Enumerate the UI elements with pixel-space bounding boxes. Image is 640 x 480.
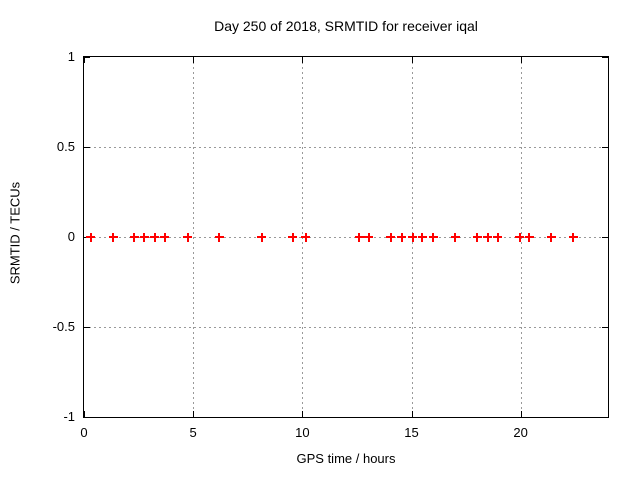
y-tick-label: 1 <box>67 49 75 64</box>
y-tick-label: 0 <box>67 229 75 244</box>
x-tick-mark <box>411 411 413 417</box>
x-tick-mark <box>411 57 413 63</box>
gridline-horizontal <box>84 327 608 328</box>
data-point-marker <box>428 232 438 242</box>
x-tick-mark <box>84 411 85 417</box>
y-tick-label: -0.5 <box>52 319 75 334</box>
x-tick-mark <box>193 57 195 63</box>
gridline-horizontal <box>84 237 608 238</box>
data-point-marker <box>408 232 418 242</box>
data-point-marker <box>417 232 427 242</box>
data-point-marker <box>86 232 96 242</box>
y-tick-mark <box>84 417 90 418</box>
y-tick-mark <box>84 57 90 58</box>
chart-title: Day 250 of 2018, SRMTID for receiver iqa… <box>214 18 478 34</box>
data-point-marker <box>354 232 364 242</box>
data-point-marker <box>214 232 224 242</box>
data-point-marker <box>493 232 503 242</box>
gridline-horizontal <box>84 147 608 148</box>
x-tick-mark <box>193 411 195 417</box>
y-tick-mark <box>84 327 90 328</box>
data-point-marker <box>546 232 556 242</box>
data-point-marker <box>524 232 534 242</box>
data-point-marker <box>108 232 118 242</box>
x-tick-label: 0 <box>80 425 88 440</box>
data-point-marker <box>450 232 460 242</box>
x-tick-mark <box>84 57 85 63</box>
data-point-marker <box>472 232 482 242</box>
y-tick-mark <box>84 147 90 148</box>
x-tick-label: 5 <box>189 425 197 440</box>
x-tick-mark <box>302 57 304 63</box>
y-tick-mark <box>602 237 608 238</box>
data-point-marker <box>150 232 160 242</box>
x-tick-mark <box>520 411 522 417</box>
x-tick-mark <box>520 57 522 63</box>
x-tick-label: 20 <box>513 425 528 440</box>
y-tick-label: -1 <box>63 409 75 424</box>
data-point-marker <box>129 232 139 242</box>
data-point-marker <box>183 232 193 242</box>
data-point-marker <box>397 232 407 242</box>
data-point-marker <box>301 232 311 242</box>
y-tick-mark <box>602 417 608 418</box>
x-tick-label: 10 <box>295 425 310 440</box>
data-point-marker <box>160 232 170 242</box>
data-point-marker <box>515 232 525 242</box>
data-point-marker <box>288 232 297 242</box>
y-tick-mark <box>602 327 608 328</box>
data-point-marker <box>483 232 493 242</box>
data-point-marker <box>386 232 396 242</box>
data-point-marker <box>139 232 149 242</box>
x-tick-label: 15 <box>404 425 419 440</box>
data-point-marker <box>257 232 267 242</box>
x-axis-label: GPS time / hours <box>296 451 396 466</box>
data-point-marker <box>364 232 374 242</box>
data-point-marker <box>568 232 578 242</box>
y-tick-mark <box>602 57 608 58</box>
y-tick-mark <box>602 147 608 148</box>
y-tick-label: 0.5 <box>56 139 75 154</box>
plot-area <box>83 56 609 418</box>
x-tick-mark <box>302 411 304 417</box>
